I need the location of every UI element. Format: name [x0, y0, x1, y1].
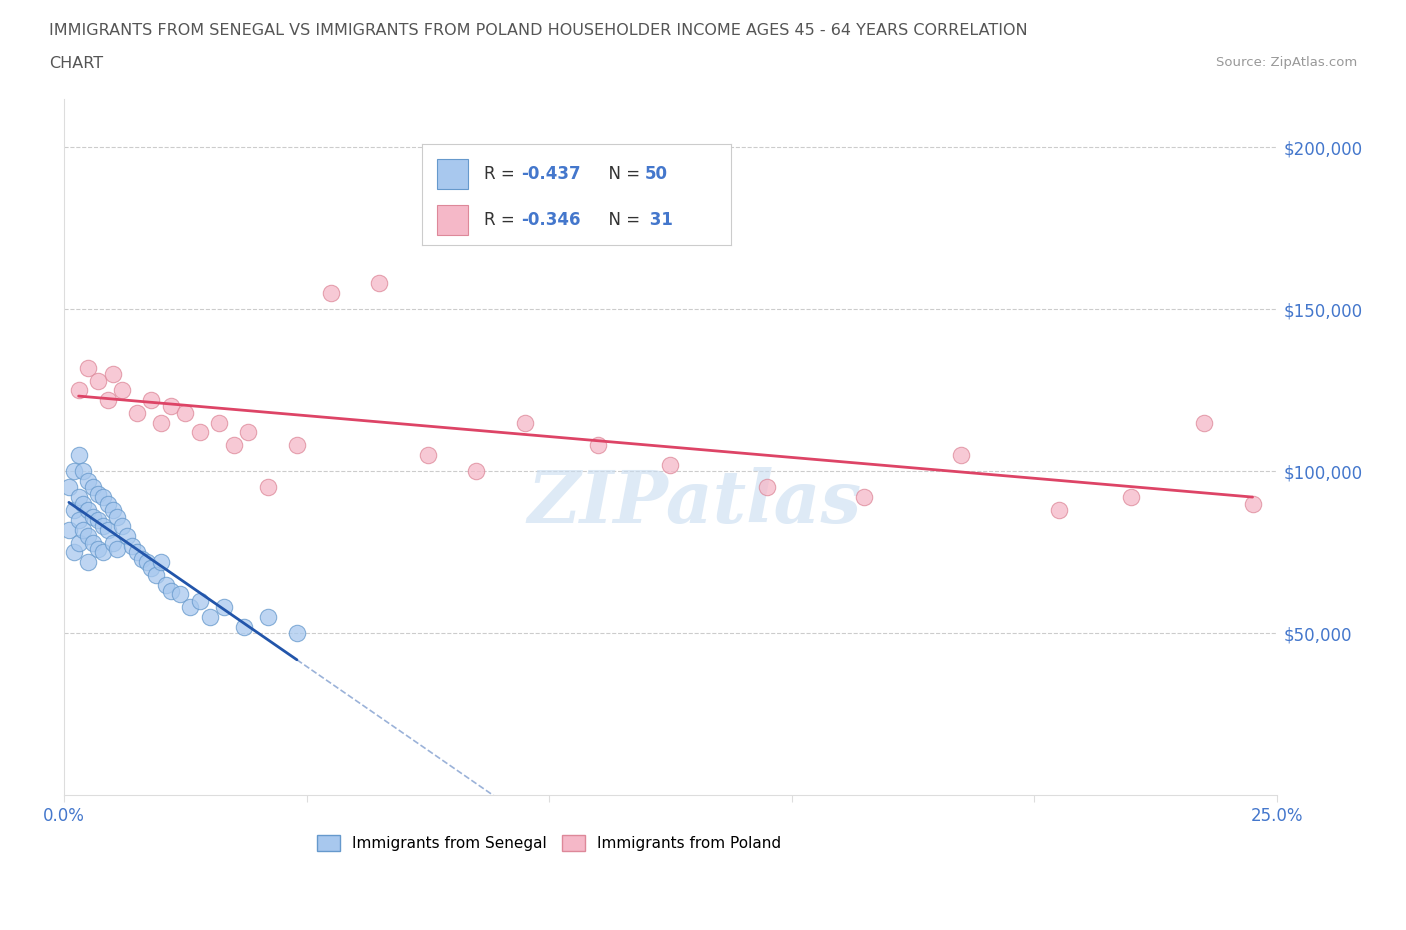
Point — [131, 551, 153, 566]
Point — [586, 438, 609, 453]
Point — [285, 626, 308, 641]
Text: ZIPatlas: ZIPatlas — [527, 467, 862, 538]
Point — [82, 535, 104, 550]
Point — [62, 464, 84, 479]
Point — [72, 522, 94, 537]
Point — [72, 497, 94, 512]
Point — [77, 528, 100, 543]
Point — [125, 545, 148, 560]
Point — [97, 497, 120, 512]
Point — [319, 286, 342, 300]
Text: IMMIGRANTS FROM SENEGAL VS IMMIGRANTS FROM POLAND HOUSEHOLDER INCOME AGES 45 - 6: IMMIGRANTS FROM SENEGAL VS IMMIGRANTS FR… — [49, 23, 1028, 38]
Point — [150, 554, 173, 569]
Point — [107, 510, 129, 525]
Point — [87, 541, 110, 556]
Point — [222, 438, 245, 453]
Point — [115, 528, 138, 543]
Point — [232, 619, 254, 634]
Text: CHART: CHART — [49, 56, 103, 71]
Point — [67, 490, 90, 505]
Point — [659, 458, 682, 472]
Point — [121, 538, 143, 553]
Point — [159, 584, 181, 599]
Point — [208, 415, 231, 430]
Point — [58, 480, 80, 495]
Point — [150, 415, 173, 430]
Point — [1121, 490, 1143, 505]
Point — [368, 276, 391, 291]
Point — [111, 383, 134, 398]
Point — [101, 503, 124, 518]
Point — [87, 512, 110, 527]
Point — [1241, 497, 1264, 512]
Point — [125, 405, 148, 420]
Point — [1047, 503, 1070, 518]
Point — [77, 503, 100, 518]
Point — [238, 425, 260, 440]
Point — [87, 486, 110, 501]
Point — [91, 545, 114, 560]
Point — [256, 480, 278, 495]
Legend: Immigrants from Senegal, Immigrants from Poland: Immigrants from Senegal, Immigrants from… — [311, 829, 787, 857]
Point — [141, 561, 163, 576]
Point — [159, 399, 181, 414]
Point — [97, 522, 120, 537]
Point — [91, 519, 114, 534]
Point — [101, 535, 124, 550]
Point — [67, 383, 90, 398]
Point — [756, 480, 779, 495]
Point — [188, 425, 211, 440]
Point — [58, 522, 80, 537]
Point — [87, 373, 110, 388]
Point — [82, 480, 104, 495]
Point — [179, 600, 201, 615]
Point — [107, 541, 129, 556]
Point — [188, 593, 211, 608]
Point — [155, 578, 177, 592]
Point — [141, 392, 163, 407]
Point — [97, 392, 120, 407]
Point — [82, 510, 104, 525]
Point — [198, 609, 221, 624]
Point — [77, 360, 100, 375]
Point — [1192, 415, 1215, 430]
Point — [62, 503, 84, 518]
Point — [91, 490, 114, 505]
Point — [285, 438, 308, 453]
Point — [77, 473, 100, 488]
Point — [67, 512, 90, 527]
Point — [77, 554, 100, 569]
Point — [256, 609, 278, 624]
Point — [950, 447, 973, 462]
Point — [135, 554, 157, 569]
Point — [67, 447, 90, 462]
Point — [101, 366, 124, 381]
Point — [145, 567, 167, 582]
Point — [465, 464, 488, 479]
Point — [169, 587, 191, 602]
Point — [72, 464, 94, 479]
Point — [62, 545, 84, 560]
Point — [416, 447, 439, 462]
Point — [111, 519, 134, 534]
Point — [212, 600, 235, 615]
Point — [174, 405, 197, 420]
Point — [853, 490, 876, 505]
Point — [513, 415, 536, 430]
Text: Source: ZipAtlas.com: Source: ZipAtlas.com — [1216, 56, 1357, 69]
Point — [67, 535, 90, 550]
